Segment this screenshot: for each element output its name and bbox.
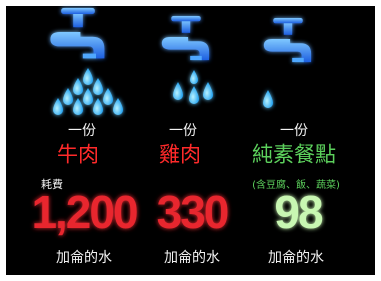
portion: 一份 [280, 123, 308, 139]
water-amount: 330 [157, 186, 228, 238]
unit: 加侖的水 [56, 249, 112, 266]
food-name: 純素餐點 [252, 143, 336, 167]
food-name: 牛肉 [57, 143, 99, 167]
water-amount: 98 [274, 186, 323, 238]
unit: 加侖的水 [268, 249, 324, 266]
portion: 一份 [169, 123, 197, 139]
food-name: 雞肉 [159, 143, 201, 167]
page: {"columns": [ {"portion": "一份", "food": … [0, 0, 381, 281]
unit: 加侖的水 [164, 249, 220, 266]
infographic: 一份 牛肉 耗費 1,200 加侖的水 一份 雞肉 330 加侖的水 一份 純素… [0, 0, 381, 281]
portion: 一份 [68, 123, 96, 139]
water-amount: 1,200 [31, 186, 137, 238]
